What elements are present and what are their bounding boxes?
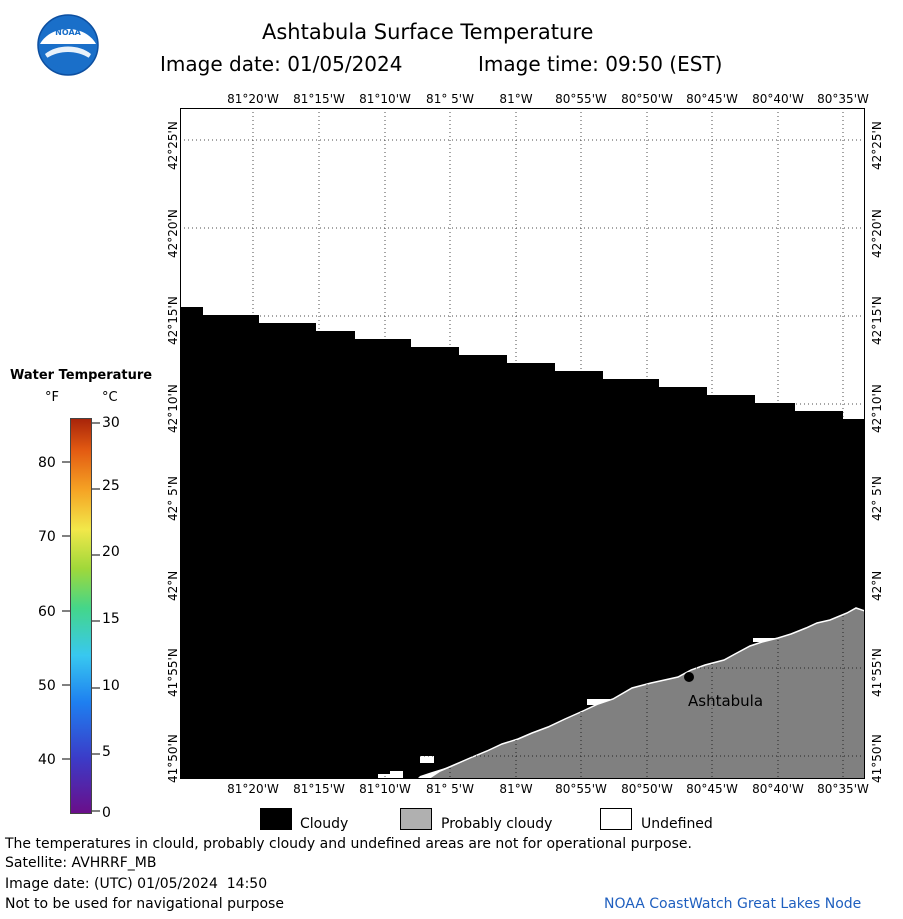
ashtabula-marker: [684, 672, 694, 682]
lon-label-bottom-3: 81°10'W: [359, 782, 411, 796]
image-time: Image time: 09:50 (EST): [478, 52, 723, 76]
noaa-logo-text: NOAA: [55, 28, 81, 37]
lon-label-top-10: 80°35'W: [817, 92, 869, 106]
lat-label-left-5: 42° 5'N: [166, 476, 180, 521]
legend-title: Water Temperature: [10, 368, 153, 383]
lon-label-bottom-8: 80°45'W: [686, 782, 738, 796]
lat-label-left-6: 42°N: [166, 570, 180, 601]
key-label-undefined: Undefined: [641, 816, 713, 832]
key-label-probably-cloudy: Probably cloudy: [441, 816, 553, 832]
c-tick-0: 0: [102, 805, 111, 821]
c-tick-15: 15: [102, 611, 120, 627]
lon-label-bottom-1: 81°20'W: [227, 782, 279, 796]
lon-label-bottom-10: 80°35'W: [817, 782, 869, 796]
lon-label-bottom-9: 80°40'W: [752, 782, 804, 796]
lon-label-bottom-7: 80°50'W: [621, 782, 673, 796]
key-swatch-cloudy: [260, 808, 292, 830]
lon-label-top-5: 81°W: [499, 92, 533, 106]
lon-label-top-1: 81°20'W: [227, 92, 279, 106]
footer-credit: NOAA CoastWatch Great Lakes Node: [604, 896, 862, 912]
cloudy-region: [180, 307, 865, 779]
c-tick-10: 10: [102, 678, 120, 694]
lat-label-right-4: 42°10'N: [870, 384, 884, 433]
key-swatch-undefined: [600, 808, 632, 830]
probably-cloudy-region: [426, 607, 865, 779]
footer-disclaimer: The temperatures in clould, probably clo…: [5, 836, 692, 852]
footer-navigation: Not to be used for navigational purpose: [5, 896, 284, 912]
lon-label-top-8: 80°45'W: [686, 92, 738, 106]
legend-unit-f: °F: [45, 390, 59, 405]
lat-label-left-1: 42°25'N: [166, 121, 180, 170]
lon-label-bottom-4: 81° 5'W: [426, 782, 474, 796]
lon-label-top-2: 81°15'W: [293, 92, 345, 106]
lat-label-right-7: 41°55'N: [870, 648, 884, 697]
undefined-patch-2: [420, 756, 434, 763]
c-tick-30: 30: [102, 415, 120, 431]
color-bar-ticks: [62, 422, 100, 812]
c-tick-20: 20: [102, 544, 120, 560]
lat-label-right-3: 42°15'N: [870, 296, 884, 345]
lat-label-right-8: 41°50'N: [870, 734, 884, 783]
undefined-patch-1: [378, 771, 403, 779]
f-tick-40: 40: [38, 752, 56, 768]
lat-label-right-1: 42°25'N: [870, 121, 884, 170]
lon-label-bottom-5: 81°W: [499, 782, 533, 796]
image-date: Image date: 01/05/2024: [160, 52, 403, 76]
lon-label-top-4: 81° 5'W: [426, 92, 474, 106]
c-tick-25: 25: [102, 478, 120, 494]
f-tick-50: 50: [38, 678, 56, 694]
f-tick-60: 60: [38, 604, 56, 620]
c-tick-5: 5: [102, 744, 111, 760]
lon-label-bottom-2: 81°15'W: [293, 782, 345, 796]
footer-satellite: Satellite: AVHRRF_MB: [5, 855, 157, 871]
lat-label-left-3: 42°15'N: [166, 296, 180, 345]
city-label-ashtabula: Ashtabula: [688, 692, 764, 710]
lon-label-top-3: 81°10'W: [359, 92, 411, 106]
lat-label-left-8: 41°50'N: [166, 734, 180, 783]
noaa-logo-icon: [37, 14, 99, 76]
lon-label-top-7: 80°50'W: [621, 92, 673, 106]
map-panel: [180, 108, 865, 779]
lon-label-top-6: 80°55'W: [555, 92, 607, 106]
key-swatch-probably-cloudy: [400, 808, 432, 830]
lat-label-right-2: 42°20'N: [870, 209, 884, 258]
lat-label-left-2: 42°20'N: [166, 209, 180, 258]
lat-label-left-4: 42°10'N: [166, 384, 180, 433]
lon-label-top-9: 80°40'W: [752, 92, 804, 106]
key-label-cloudy: Cloudy: [300, 816, 349, 832]
lat-label-left-7: 41°55'N: [166, 648, 180, 697]
temperature-color-bar: [70, 418, 92, 814]
lon-label-bottom-6: 80°55'W: [555, 782, 607, 796]
page-title: Ashtabula Surface Temperature: [262, 20, 594, 44]
f-tick-80: 80: [38, 455, 56, 471]
lat-label-right-6: 42°N: [870, 570, 884, 601]
legend-unit-c: °C: [102, 390, 118, 405]
noaa-logo: NOAA: [37, 14, 99, 76]
lat-label-right-5: 42° 5'N: [870, 476, 884, 521]
footer-utc-date: Image date: (UTC) 01/05/2024 14:50: [5, 876, 268, 892]
f-tick-70: 70: [38, 529, 56, 545]
